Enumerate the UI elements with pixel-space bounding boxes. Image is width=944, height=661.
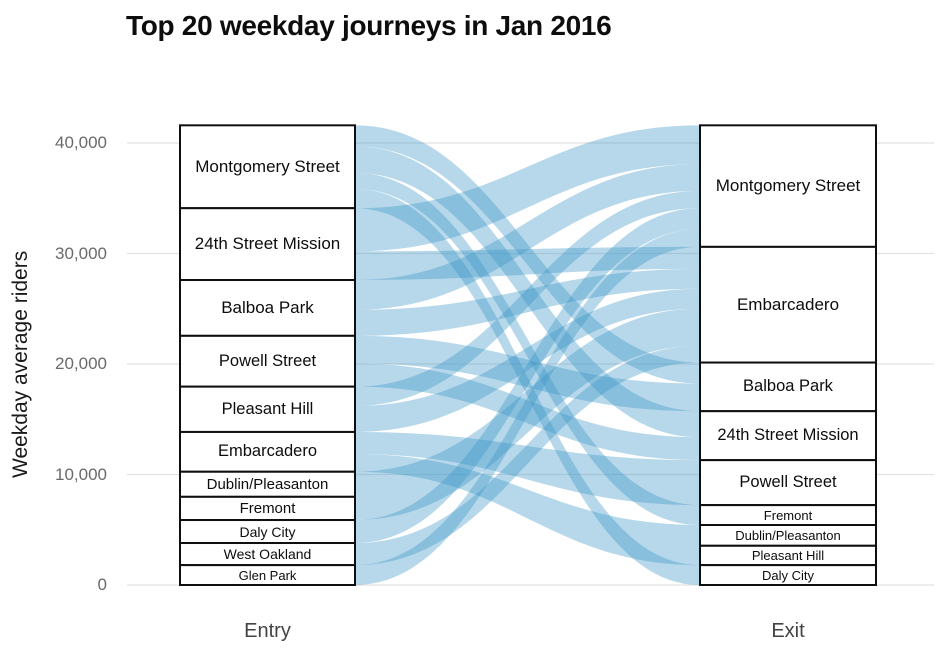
entry-axis-label: Entry bbox=[244, 620, 291, 642]
entry-station-box bbox=[179, 564, 356, 586]
flow-ribbon bbox=[355, 363, 700, 461]
flow-ribbon bbox=[355, 454, 700, 546]
entry-station-box bbox=[179, 495, 356, 522]
exit-station-box bbox=[699, 523, 877, 547]
exit-axis-label: Exit bbox=[771, 620, 805, 642]
flow-ribbon bbox=[355, 268, 700, 336]
flow-ribbon bbox=[355, 125, 700, 384]
flow-ribbon bbox=[355, 146, 700, 438]
flow-ribbon bbox=[355, 327, 700, 521]
y-tick-label: 10,000 bbox=[55, 464, 107, 484]
exit-station-box bbox=[699, 361, 877, 413]
flow-ribbon bbox=[355, 190, 700, 406]
flow-ribbon bbox=[355, 164, 700, 310]
entry-station-box bbox=[179, 207, 356, 282]
exit-station-box bbox=[699, 245, 877, 364]
chart-title: Top 20 weekday journeys in Jan 2016 bbox=[126, 10, 612, 41]
flow-ribbon bbox=[355, 345, 700, 566]
entry-station-box bbox=[179, 124, 356, 210]
flow-ribbon bbox=[355, 288, 700, 432]
exit-station-box bbox=[699, 504, 877, 526]
entry-station-box bbox=[179, 334, 356, 388]
y-tick-label: 30,000 bbox=[55, 243, 107, 263]
flow-ribbon bbox=[355, 188, 700, 586]
flow-ribbon bbox=[355, 461, 700, 566]
exit-station-box bbox=[699, 544, 877, 567]
flow-ribbon bbox=[355, 246, 700, 281]
entry-station-box bbox=[179, 519, 356, 545]
exit-station-box bbox=[699, 410, 877, 462]
y-tick-label: 20,000 bbox=[55, 354, 107, 373]
entry-station-box bbox=[179, 430, 356, 473]
flow-ribbon bbox=[355, 431, 700, 506]
y-tick-label: 0 bbox=[97, 575, 107, 594]
flow-ribbon bbox=[355, 172, 700, 525]
entry-station-box bbox=[179, 279, 356, 337]
flow-ribbon bbox=[355, 125, 700, 252]
exit-station-box bbox=[699, 564, 877, 586]
flow-ribbon bbox=[355, 335, 700, 412]
y-tick-label: 40,000 bbox=[55, 133, 107, 152]
flow-ribbon bbox=[355, 208, 700, 544]
flow-ribbon bbox=[355, 228, 700, 585]
entry-station-box bbox=[179, 385, 356, 433]
entry-station-box bbox=[179, 470, 356, 498]
exit-station-box bbox=[699, 459, 877, 507]
flow-ribbon bbox=[355, 308, 700, 497]
exit-station-box bbox=[699, 124, 877, 248]
entry-station-box bbox=[179, 542, 356, 567]
